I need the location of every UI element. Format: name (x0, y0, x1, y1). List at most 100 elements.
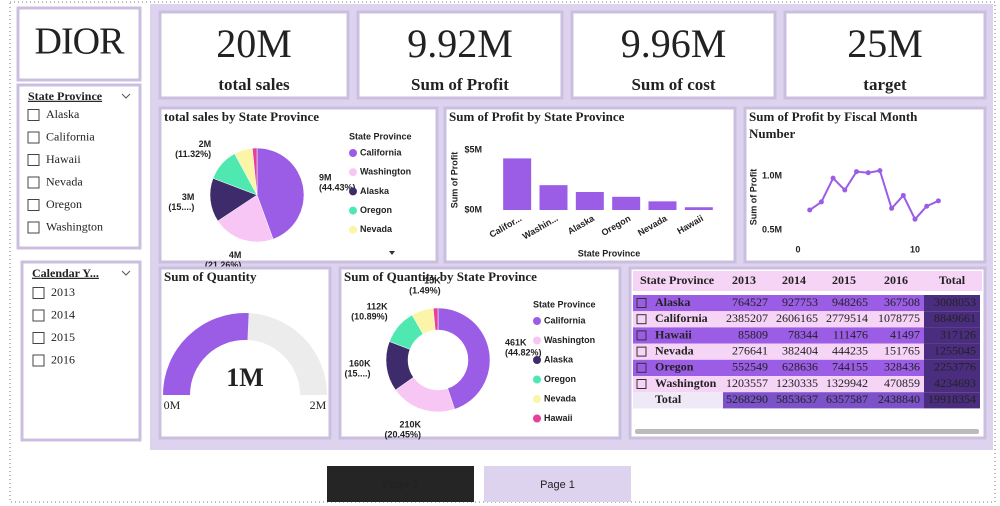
table-cell: 744155 (832, 360, 868, 374)
table-cell: 5853637 (776, 392, 818, 406)
checkbox[interactable] (27, 176, 40, 189)
table-header-bg (633, 271, 982, 291)
table-cell-bg (772, 392, 822, 409)
data-label: 112K (367, 301, 389, 311)
table-cell-bg (924, 295, 980, 312)
table-cell: 444235 (832, 343, 868, 357)
data-label: (1.49%) (409, 285, 441, 295)
legend-marker (533, 317, 541, 325)
data-label: (20.45%) (384, 430, 421, 440)
checkbox[interactable] (27, 131, 40, 144)
data-label: 3M (182, 192, 195, 202)
expand-button[interactable] (636, 314, 647, 325)
legend-label: Alaska (544, 354, 574, 364)
checkbox[interactable] (32, 332, 45, 344)
dropdown-chevron[interactable] (121, 270, 131, 276)
checkbox[interactable] (27, 221, 40, 234)
table-cell: 2385207 (726, 311, 768, 325)
data-label: 160K (349, 359, 371, 369)
slicer-item: 2016 (51, 352, 75, 366)
panel (16, 6, 142, 82)
table-cell: 2606165 (776, 311, 818, 325)
legend-scroll[interactable] (389, 251, 395, 255)
panel (743, 106, 987, 264)
legend-label: Washington (544, 335, 595, 345)
expand-button[interactable] (636, 346, 647, 357)
point (889, 205, 895, 211)
legend-label: Oregon (544, 374, 576, 384)
legend-title: State Province (349, 131, 412, 141)
table-cell: 2779514 (826, 311, 868, 325)
table-cell-bg (872, 376, 924, 393)
data-label: (11.32%) (175, 149, 211, 159)
table-cell: 382404 (782, 343, 818, 357)
page-button[interactable] (327, 466, 474, 502)
y-axis-label: Sum of Profit (449, 152, 459, 209)
table-cell: 1230335 (776, 376, 818, 390)
checkbox[interactable] (32, 354, 45, 367)
bar (648, 201, 677, 210)
table-cell-bg (772, 359, 822, 376)
table-cell-bg (822, 376, 872, 393)
table-cell-bg (723, 343, 772, 360)
slicer-title: Calendar Y... (32, 266, 99, 280)
table-cell-bg (924, 327, 980, 344)
table-cell: 1078775 (878, 311, 920, 325)
checkbox[interactable] (32, 287, 45, 299)
legend-label: Nevada (360, 224, 393, 234)
point (807, 207, 813, 213)
chart-title: Sum of Quantity by State Province (344, 269, 537, 284)
expand-button[interactable] (636, 330, 647, 341)
expand-button[interactable] (636, 298, 647, 308)
data-label: 210K (400, 420, 422, 430)
checkbox[interactable] (32, 309, 45, 322)
bar (503, 158, 532, 210)
table-cell: Total (655, 392, 682, 406)
table-cell-bg (872, 392, 924, 409)
x-tick-label: 0 (795, 244, 800, 254)
legend-marker (349, 225, 357, 234)
point (912, 216, 918, 222)
checkbox[interactable] (27, 199, 40, 211)
table-cell-bg (723, 359, 772, 376)
data-label: (15....) (168, 202, 194, 212)
panel (570, 10, 777, 100)
legend-label: Nevada (544, 393, 577, 403)
slice (432, 307, 439, 331)
table-cell: 764527 (732, 295, 768, 309)
table-cell: California (655, 311, 708, 325)
table-cell: 927753 (782, 295, 818, 309)
expand-button[interactable] (636, 379, 647, 389)
table-cell: 3008053 (934, 295, 976, 309)
checkbox[interactable] (27, 109, 40, 121)
scrollbar[interactable] (635, 429, 979, 434)
table-cell: 6357587 (826, 392, 868, 406)
table-cell-bg (723, 327, 772, 344)
page-button[interactable] (484, 466, 631, 502)
point (935, 198, 941, 204)
table-cell-bg (924, 392, 980, 409)
checkbox[interactable] (27, 154, 40, 166)
expand-button[interactable] (636, 362, 647, 373)
chart-title: total sales by State Province (164, 109, 319, 124)
data-label: (10.89%) (351, 311, 388, 321)
slicer-item: Alaska (46, 107, 80, 121)
bar (684, 207, 713, 210)
table-header: 2014 (782, 273, 806, 287)
table-cell-bg (924, 311, 980, 328)
point (865, 170, 871, 176)
table-row-bg (633, 392, 723, 409)
legend-label: Alaska (360, 186, 390, 196)
table-cell-bg (772, 295, 822, 312)
table-cell-bg (723, 295, 772, 312)
dropdown-chevron[interactable] (121, 93, 131, 99)
slice (252, 147, 258, 196)
card-label: Sum of cost (631, 75, 715, 94)
table-cell-bg (772, 327, 822, 344)
gauge-value (163, 313, 249, 395)
panel (443, 106, 737, 264)
slicer-item: Nevada (46, 174, 83, 188)
point (924, 203, 930, 209)
table-row-bg (633, 359, 723, 376)
legend-marker (349, 149, 357, 157)
